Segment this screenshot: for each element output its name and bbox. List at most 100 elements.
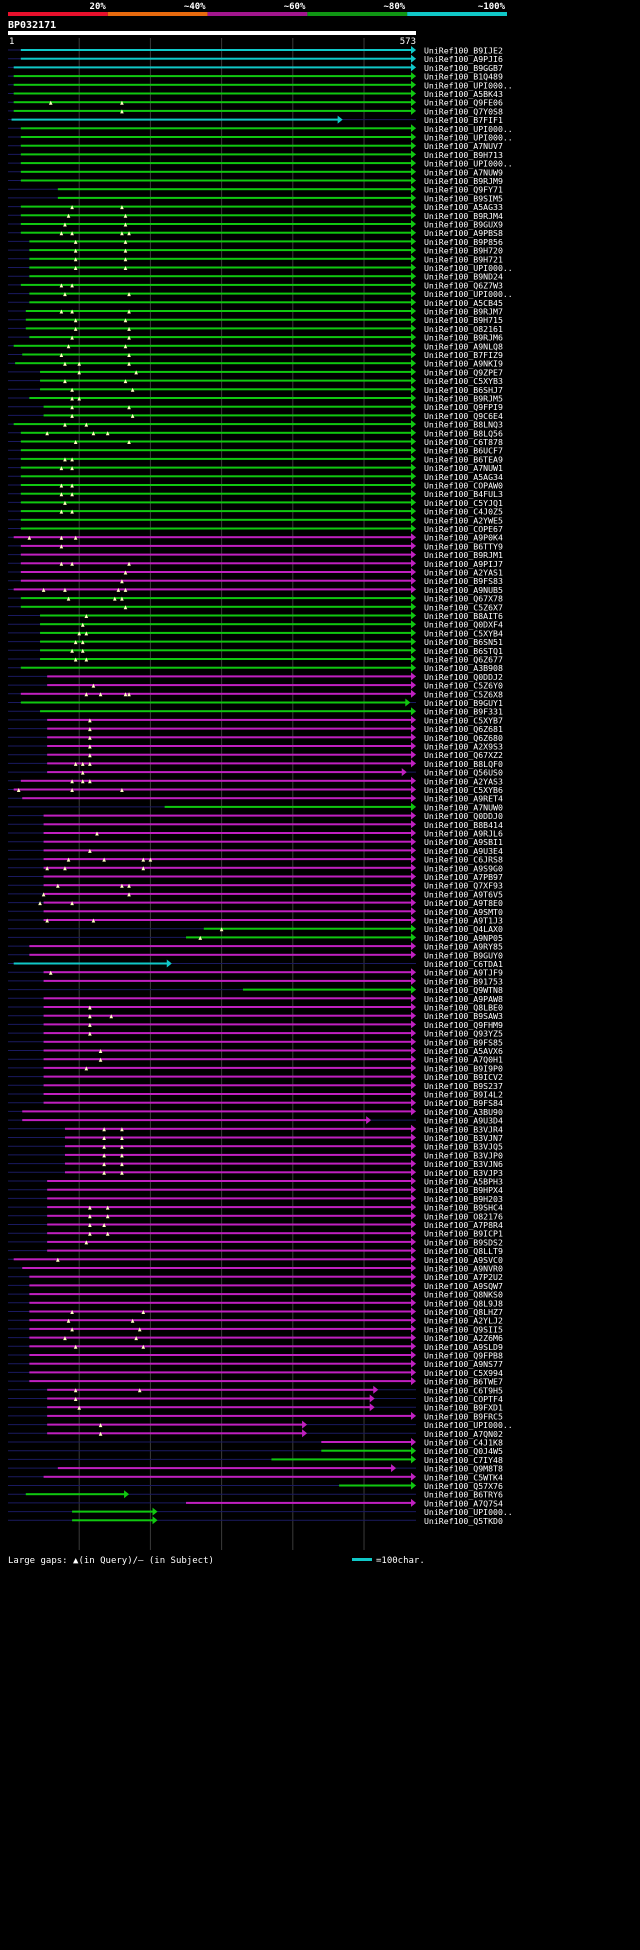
hit-label[interactable]: UniRef100_UPI000.. — [424, 159, 513, 169]
hit-label[interactable]: UniRef100_COPE67 — [424, 524, 503, 534]
hit-label[interactable]: UniRef100_B9FS84 — [424, 1098, 503, 1108]
hit-label[interactable]: UniRef100_B8LQ56 — [424, 428, 503, 438]
hit-label[interactable]: UniRef100_A9SBI1 — [424, 837, 503, 847]
hit-label[interactable]: UniRef100_A9NS77 — [424, 1359, 503, 1369]
hit-label[interactable]: UniRef100_A5AG34 — [424, 472, 503, 482]
hit-label[interactable]: UniRef100_Q6Z680 — [424, 733, 503, 743]
hit-label[interactable]: UniRef100_A7NUW9 — [424, 167, 503, 177]
hit-label[interactable]: UniRef100_B9GUY0 — [424, 950, 503, 960]
hit-label[interactable]: UniRef100_A9PJI6 — [424, 54, 503, 64]
hit-label[interactable]: UniRef100_C5XYB4 — [424, 628, 503, 638]
hit-label[interactable]: UniRef100_B9RJM1 — [424, 550, 503, 560]
hit-label[interactable]: UniRef100_A9NKI9 — [424, 359, 503, 369]
hit-label[interactable]: UniRef100_B8B414 — [424, 820, 503, 830]
hit-label[interactable]: UniRef100_B9FS83 — [424, 576, 503, 586]
hit-label[interactable]: UniRef100_A2YAS1 — [424, 568, 503, 578]
hit-label[interactable]: UniRef100_B8LQF0 — [424, 759, 503, 769]
hit-label[interactable]: UniRef100_C6TDA1 — [424, 959, 503, 969]
hit-label[interactable]: UniRef100_A9S9G0 — [424, 863, 503, 873]
hit-label[interactable]: UniRef100_C5XYB6 — [424, 785, 503, 795]
hit-label[interactable]: UniRef100_A9NLQ8 — [424, 341, 503, 351]
hit-label[interactable]: UniRef100_A2YLJ2 — [424, 1316, 503, 1326]
hit-label[interactable]: UniRef100_B9GUX9 — [424, 220, 503, 230]
hit-label[interactable]: UniRef100_B6TEA9 — [424, 454, 503, 464]
hit-label[interactable]: UniRef100_A9PAW8 — [424, 994, 503, 1004]
hit-label[interactable]: UniRef100_B3VJN6 — [424, 1159, 503, 1169]
hit-label[interactable]: UniRef100_B9IJE2 — [424, 46, 503, 56]
hit-label[interactable]: UniRef100_A7Q0H1 — [424, 1055, 503, 1065]
hit-label[interactable]: UniRef100_Q8LLT9 — [424, 1246, 503, 1256]
hit-label[interactable]: UniRef100_A7PB97 — [424, 872, 503, 882]
hit-label[interactable]: UniRef100_Q9FY71 — [424, 185, 503, 195]
hit-label[interactable]: UniRef100_A9P0K4 — [424, 533, 503, 543]
hit-label[interactable]: UniRef100_B9SDS2 — [424, 1237, 503, 1247]
hit-label[interactable]: UniRef100_Q9WTN8 — [424, 985, 503, 995]
hit-label[interactable]: UniRef100_B3VJN7 — [424, 1133, 503, 1143]
hit-label[interactable]: UniRef100_B9RJM6 — [424, 333, 503, 343]
hit-label[interactable]: UniRef100_C6T878 — [424, 437, 503, 447]
hit-label[interactable]: UniRef100_Q9C6E4 — [424, 411, 503, 421]
hit-label[interactable]: UniRef100_C5YJQ1 — [424, 498, 503, 508]
hit-label[interactable]: UniRef100_Q8LHZ7 — [424, 1307, 503, 1317]
hit-label[interactable]: UniRef100_C4J0Z5 — [424, 507, 503, 517]
hit-label[interactable]: UniRef100_B9RJM7 — [424, 307, 503, 317]
hit-label[interactable]: UniRef100_C5XYB3 — [424, 376, 503, 386]
hit-label[interactable]: UniRef100_B1Q489 — [424, 72, 503, 82]
hit-label[interactable]: UniRef100_A9U3D4 — [424, 1116, 503, 1126]
hit-label[interactable]: UniRef100_Q8NKS0 — [424, 1290, 503, 1300]
hit-label[interactable]: UniRef100_A9T1J3 — [424, 916, 503, 926]
hit-label[interactable]: UniRef100_O82176 — [424, 1211, 503, 1221]
hit-label[interactable]: UniRef100_B9SIM5 — [424, 193, 503, 203]
hit-label[interactable]: UniRef100_B9FS85 — [424, 1037, 503, 1047]
hit-label[interactable]: UniRef100_A9RY85 — [424, 942, 503, 952]
hit-label[interactable]: UniRef100_B3VJP0 — [424, 1150, 503, 1160]
hit-label[interactable]: UniRef100_A5CB45 — [424, 298, 503, 308]
hit-label[interactable]: UniRef100_Q7Y0S8 — [424, 106, 503, 116]
hit-label[interactable]: UniRef100_Q4LAX0 — [424, 924, 503, 934]
hit-label[interactable]: UniRef100_A7NUW0 — [424, 802, 503, 812]
hit-label[interactable]: UniRef100_A9U3E4 — [424, 846, 503, 856]
hit-label[interactable]: UniRef100_C5XYB7 — [424, 715, 503, 725]
hit-label[interactable]: UniRef100_B9S237 — [424, 1081, 503, 1091]
hit-label[interactable]: UniRef100_B6STQ1 — [424, 646, 503, 656]
hit-label[interactable]: UniRef100_COPTF4 — [424, 1394, 503, 1404]
hit-label[interactable]: UniRef100_B9H720 — [424, 246, 503, 256]
hit-label[interactable]: UniRef100_B9FXD1 — [424, 1403, 503, 1413]
hit-label[interactable]: UniRef100_C4J1K8 — [424, 1438, 503, 1448]
hit-label[interactable]: UniRef100_C5WTK4 — [424, 1472, 503, 1482]
hit-label[interactable]: UniRef100_B6SHJ7 — [424, 385, 503, 395]
hit-label[interactable]: UniRef100_B9H721 — [424, 254, 503, 264]
hit-label[interactable]: UniRef100_A9TJF9 — [424, 968, 503, 978]
hit-label[interactable]: UniRef100_B8LNQ3 — [424, 420, 503, 430]
hit-label[interactable]: UniRef100_Q9FPI9 — [424, 402, 503, 412]
hit-label[interactable]: UniRef100_A9NP05 — [424, 933, 503, 943]
hit-label[interactable]: UniRef100_A9T6V5 — [424, 889, 503, 899]
hit-label[interactable]: UniRef100_B3VJQ5 — [424, 1142, 503, 1152]
hit-label[interactable]: UniRef100_A2YAS3 — [424, 776, 503, 786]
hit-label[interactable]: UniRef100_A9NUB5 — [424, 585, 503, 595]
hit-label[interactable]: UniRef100_A7P8R4 — [424, 1220, 503, 1230]
hit-label[interactable]: UniRef100_B9RJM4 — [424, 211, 503, 221]
hit-label[interactable]: UniRef100_B6TWE7 — [424, 1377, 503, 1387]
hit-label[interactable]: UniRef100_B3VJP3 — [424, 1168, 503, 1178]
hit-label[interactable]: UniRef100_A5AVX6 — [424, 1046, 503, 1056]
hit-label[interactable]: UniRef100_Q67XZ2 — [424, 750, 503, 760]
hit-label[interactable]: UniRef100_B9ICV2 — [424, 1072, 503, 1082]
hit-label[interactable]: UniRef100_A7QN02 — [424, 1429, 503, 1439]
hit-label[interactable]: UniRef100_A9PBS8 — [424, 228, 503, 238]
hit-label[interactable]: UniRef100_Q6Z7W3 — [424, 280, 503, 290]
hit-label[interactable]: UniRef100_A9RET4 — [424, 794, 503, 804]
hit-label[interactable]: UniRef100_Q9M8T8 — [424, 1464, 503, 1474]
hit-label[interactable]: UniRef100_B9HPX4 — [424, 1185, 503, 1195]
hit-label[interactable]: UniRef100_Q9FPB8 — [424, 1351, 503, 1361]
hit-label[interactable]: UniRef100_A5BPH3 — [424, 1177, 503, 1187]
hit-label[interactable]: UniRef100_Q0DDJ0 — [424, 811, 503, 821]
hit-label[interactable]: UniRef100_C5Z6X7 — [424, 602, 503, 612]
hit-label[interactable]: UniRef100_A7Q7S4 — [424, 1498, 503, 1508]
hit-label[interactable]: UniRef100_B8AIT6 — [424, 611, 503, 621]
hit-label[interactable]: UniRef100_A9SLD9 — [424, 1342, 503, 1352]
hit-label[interactable]: UniRef100_A2YWE5 — [424, 515, 503, 525]
hit-label[interactable]: UniRef100_Q56US0 — [424, 768, 503, 778]
hit-label[interactable]: UniRef100_Q0DDJ2 — [424, 672, 503, 682]
hit-label[interactable]: UniRef100_B9P856 — [424, 237, 503, 247]
